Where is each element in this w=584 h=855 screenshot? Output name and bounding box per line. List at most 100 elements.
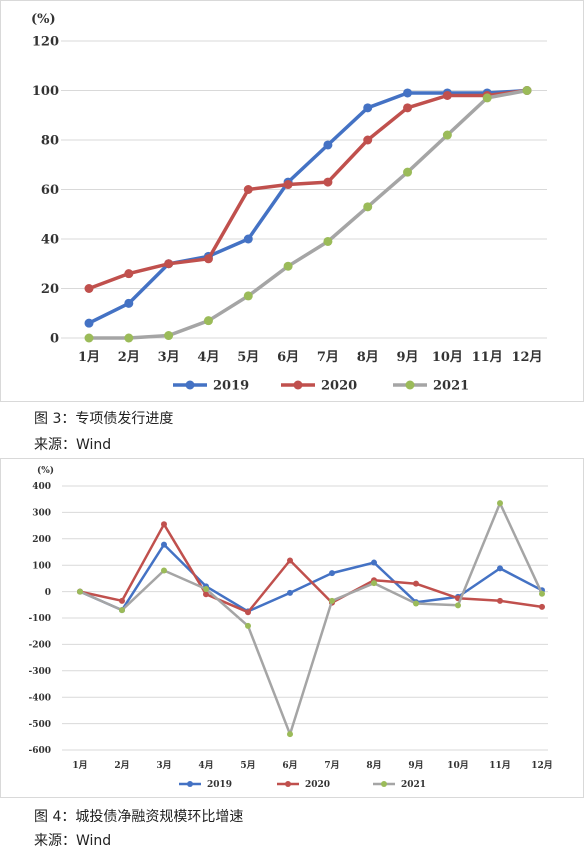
x-tick-label: 2月 [114,760,129,771]
legend-marker-2019 [185,380,195,390]
data-point-2019 [323,140,333,150]
data-point-2020 [323,177,333,187]
series-line-2020 [79,523,543,614]
series-line-2020 [88,88,528,291]
data-point-2019 [403,88,413,98]
data-point-2021 [287,731,293,738]
x-tick-label: 10月 [432,350,463,365]
x-tick-label: 5月 [237,350,259,365]
x-tick-label: 4月 [197,350,219,365]
data-point-2019 [363,103,373,113]
y-tick-label: 400 [32,482,51,492]
data-point-2021 [482,93,492,103]
data-point-2020 [245,609,251,616]
x-tick-label: 8月 [357,350,379,365]
x-tick-label: 3月 [158,350,180,365]
series-line-2021 [89,88,528,340]
data-point-2019 [161,541,167,548]
data-point-2020 [539,603,545,610]
x-tick-label: 7月 [317,350,339,365]
data-point-2020 [413,580,419,587]
y-tick-label: 80 [41,134,59,149]
y-tick-label: 120 [32,35,59,50]
data-point-2021 [84,333,94,343]
y-tick-label: 100 [32,561,51,571]
x-tick-label: 7月 [324,760,339,771]
data-point-2020 [203,591,209,598]
data-point-2021 [403,167,413,177]
data-point-2021 [164,331,174,341]
data-point-2019 [329,570,335,577]
y-tick-label: 0 [50,332,59,347]
x-tick-label: 1月 [72,760,87,771]
data-point-2020 [283,180,293,190]
y-tick-label: 100 [32,84,59,99]
data-point-2020 [161,521,167,528]
chart-panel-net-financing-growth: (%) 400 300 200 100 0 -100 -200 -300 -400 -500 -600… [0,458,584,798]
y-tick-label: -300 [28,667,51,677]
chart-issuance-progress: (%) 0 20 40 60 80 100 120 1月 2月 3月 4月 5月 6月 7月 8月 9月 10月 1… [31,12,547,394]
x-tick-label: 12月 [531,760,553,771]
data-point-2020 [124,269,134,279]
y-tick-label: -200 [28,641,51,651]
y-unit-label: (%) [31,12,56,27]
legend-label-2020: 2020 [321,379,357,394]
x-tick-label: 10月 [447,760,469,771]
series-line-2019 [88,88,528,325]
data-point-2021 [77,588,83,595]
x-tick-label: 4月 [198,760,213,771]
data-point-2020 [363,135,373,145]
data-point-2021 [363,202,373,212]
data-point-2021 [455,602,461,609]
data-point-2019 [84,318,94,328]
data-point-2020 [497,597,503,604]
data-point-2021 [522,86,532,95]
y-tick-label: -600 [28,746,51,756]
data-point-2020 [119,597,125,604]
data-point-2020 [403,103,413,113]
y-tick-label: -500 [28,720,51,730]
series-line-2019 [79,543,543,613]
y-tick-label: -400 [28,693,51,703]
data-point-2021 [245,622,251,629]
y-tick-label: -100 [28,614,51,624]
data-point-2021 [203,316,213,326]
figure-3-source: 来源：Wind [34,437,112,453]
y-unit-label: (%) [37,465,54,476]
data-point-2021 [124,333,134,343]
data-point-2021 [442,130,452,140]
legend-label-2021: 2021 [401,780,426,790]
data-point-2020 [287,557,293,564]
x-tick-label: 6月 [282,760,297,771]
data-point-2019 [497,565,503,572]
x-tick-label: 12月 [511,350,542,365]
x-tick-label: 5月 [240,760,255,771]
chart-panel-issuance-progress: (%) 0 20 40 60 80 100 120 1月 2月 3月 4月 5月 6月 7月 8月 9月 10月 1… [0,0,584,402]
data-point-2020 [84,284,94,293]
legend-marker-2020 [285,781,291,787]
x-tick-label: 11月 [489,760,511,771]
legend-label-2020: 2020 [305,780,330,790]
x-tick-label: 2月 [118,350,140,365]
x-tick-label: 9月 [408,760,423,771]
y-tick-label: 300 [32,509,51,519]
data-point-2019 [287,589,293,596]
x-tick-label: 8月 [366,760,381,771]
data-point-2020 [243,185,253,194]
y-tick-label: 0 [45,588,51,598]
y-tick-label: 20 [41,282,59,297]
data-point-2021 [161,567,167,574]
chart-net-financing-growth: (%) 400 300 200 100 0 -100 -200 -300 -400 -500 -600… [28,465,553,790]
legend-label-2019: 2019 [213,379,249,394]
legend-label-2021: 2021 [433,379,469,394]
data-point-2020 [442,90,452,100]
figure-4-source: 来源：Wind [34,833,112,849]
x-tick-label: 11月 [472,350,503,365]
figure-4-title: 图 4：城投债净融资规模环比增速 [34,809,244,825]
data-point-2021 [329,597,335,604]
data-point-2021 [283,261,293,271]
x-tick-label: 9月 [397,350,419,365]
y-tick-label: 200 [32,535,51,545]
x-tick-label: 6月 [277,350,299,365]
figure-3-title: 图 3：专项债发行进度 [34,411,174,427]
